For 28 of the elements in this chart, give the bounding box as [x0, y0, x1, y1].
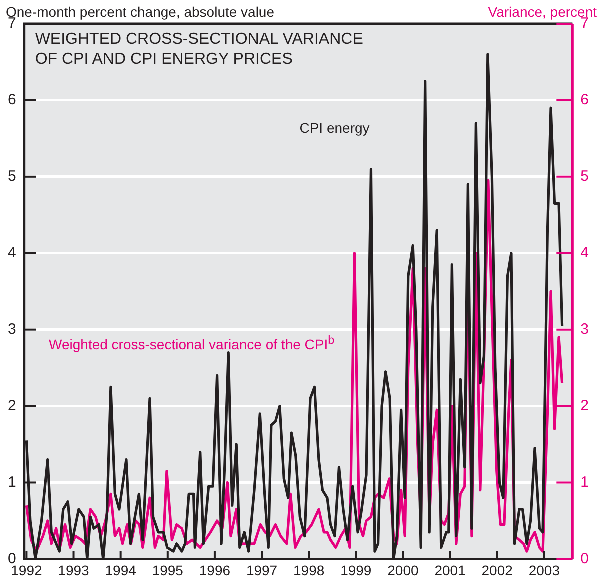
y2-tick-label: 4 [580, 244, 589, 262]
y2-axis-title: Variance, percent [488, 4, 597, 20]
text: WEIGHTED CROSS-SECTIONAL VARIANCE OF CPI AND CPI ENERGY PRICES [35, 30, 364, 70]
y-tick-label: 2 [8, 397, 16, 414]
x-tick-label: 2000 [388, 562, 419, 578]
y2-tick-label: 6 [580, 92, 589, 109]
y2-tick-label: 2 [580, 397, 589, 414]
y2-tick-label: 1 [580, 474, 589, 491]
x-tick-label: 1997 [246, 562, 278, 578]
y2-tick-label: 5 [580, 168, 589, 186]
x-tick-label: 1994 [105, 562, 137, 578]
y-tick-label: 3 [8, 320, 16, 338]
text: CPI energy [300, 120, 370, 138]
x-tick-label: 1993 [58, 562, 90, 578]
x-tick-label: 2002 [482, 562, 514, 578]
y2-tick-label: 3 [580, 320, 589, 338]
x-tick-label: 1999 [340, 562, 372, 578]
x-tick-label: 1998 [294, 562, 325, 578]
y-tick-label: 6 [8, 92, 16, 109]
x-tick-label: 1996 [199, 562, 231, 578]
x-tick-label: 1995 [152, 562, 184, 578]
y-tick-label: 4 [8, 244, 16, 262]
y-tick-label: 5 [8, 168, 16, 186]
x-tick-label: 2001 [434, 562, 466, 578]
series-label: Weighted cross-sectional variance of the CPI$^{b}$ [49, 334, 335, 354]
y2-tick-label: 0 [580, 550, 589, 568]
x-tick-label: 2003 [528, 562, 560, 578]
y-tick-label: 1 [8, 474, 16, 491]
